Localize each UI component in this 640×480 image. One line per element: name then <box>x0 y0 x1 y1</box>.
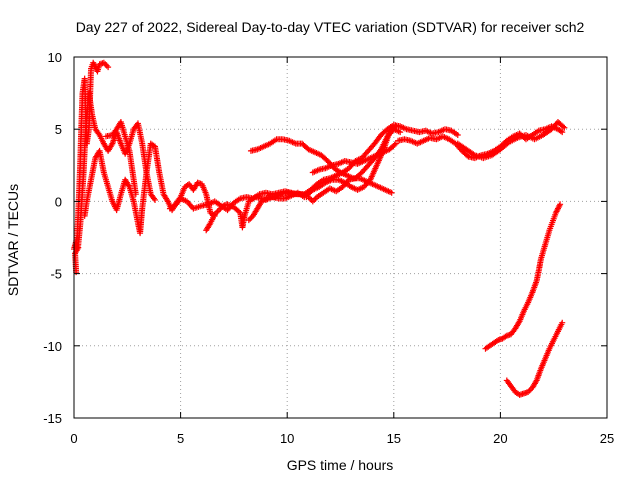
data-point <box>105 64 112 71</box>
grid <box>74 57 607 418</box>
data-point <box>397 129 404 136</box>
y-axis-label: SDTVAR / TECUs <box>5 184 21 296</box>
data-point <box>309 198 316 205</box>
y-tick-label: -5 <box>50 267 62 282</box>
chart-title: Day 227 of 2022, Sidereal Day-to-day VTE… <box>76 19 585 35</box>
data-point <box>561 124 568 131</box>
data-point <box>454 131 461 138</box>
data-point <box>559 129 566 136</box>
series-track-l <box>482 201 564 352</box>
series-track-a <box>71 59 112 253</box>
x-tick-label: 10 <box>280 431 294 446</box>
data-point <box>557 201 564 208</box>
series-track-d <box>102 118 139 198</box>
data-point <box>100 59 107 66</box>
data-point <box>392 123 399 130</box>
x-tick-label: 15 <box>387 431 401 446</box>
y-tick-label: -10 <box>43 339 62 354</box>
y-tick-label: 10 <box>48 50 62 65</box>
plot-frame <box>73 56 608 419</box>
data-point <box>388 189 395 196</box>
data-point <box>311 196 318 203</box>
series-track-b <box>73 90 159 253</box>
x-tick-label: 0 <box>70 431 77 446</box>
y-tick-label: 5 <box>55 122 62 137</box>
x-tick-label: 5 <box>177 431 184 446</box>
series-track-m <box>503 319 566 398</box>
data-point <box>247 215 254 222</box>
series-track-i <box>309 140 399 176</box>
data-point <box>391 141 398 148</box>
x-axis-label: GPS time / hours <box>287 457 394 473</box>
data-point <box>560 123 567 130</box>
data-point <box>152 196 159 203</box>
x-tick-label: 25 <box>600 431 614 446</box>
data-marks <box>71 59 568 398</box>
data-point <box>559 319 566 326</box>
series-track-h <box>247 136 395 196</box>
data-point <box>75 244 82 251</box>
data-point <box>525 389 532 396</box>
y-tick-label: 0 <box>55 194 62 209</box>
axis-ticks: 0 5 10 15 20 25 -15 -10 -5 0 5 10 <box>43 50 614 446</box>
x-tick-label: 20 <box>493 431 507 446</box>
series-track-k <box>454 118 568 162</box>
data-point <box>391 124 398 131</box>
series-outliers <box>72 244 82 276</box>
y-tick-label: -15 <box>43 411 62 426</box>
series-track-g <box>245 123 399 224</box>
data-point <box>102 61 109 68</box>
data-point <box>214 208 221 215</box>
data-point <box>132 191 139 198</box>
